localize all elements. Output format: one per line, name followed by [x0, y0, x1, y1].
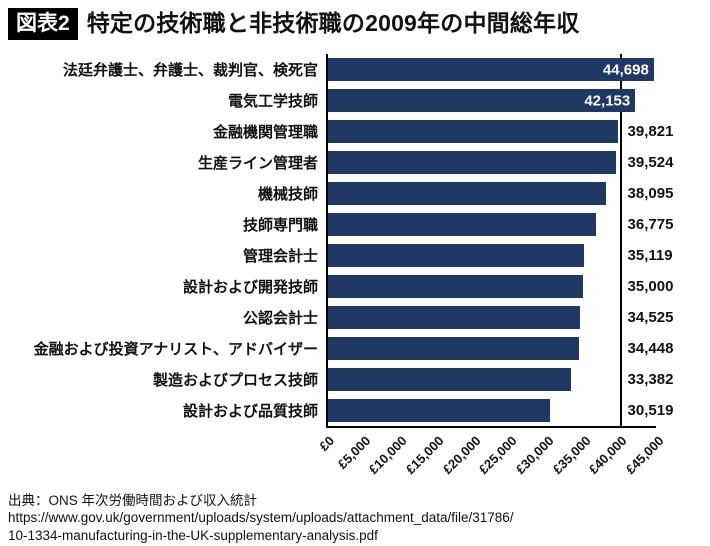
x-tick-label: £10,000	[366, 433, 410, 477]
bar-row: 44,698	[328, 54, 656, 85]
x-tick-label: £20,000	[439, 433, 484, 477]
category-label: 生産ライン管理者	[197, 155, 318, 172]
bar-row: 33,382	[328, 364, 673, 395]
chart-title: 特定の技術職と非技術職の2009年の中間総年収	[86, 10, 580, 37]
x-tick-label: £30,000	[512, 433, 557, 477]
category-label: 機械技師	[257, 186, 318, 203]
bar	[328, 337, 580, 360]
chart-header: 図表2 特定の技術職と非技術職の2009年の中間総年収	[0, 0, 710, 42]
bar-row: 34,448	[328, 333, 673, 364]
bar-row: 35,119	[328, 240, 673, 271]
category-labels: 法廷弁護士、弁護士、裁判官、検死官電気工学技師金融機関管理職生産ライン管理者機械…	[6, 54, 326, 484]
bar	[328, 182, 606, 205]
value-label: 38,095	[627, 185, 674, 202]
category-label: 設計および開発技師	[182, 279, 318, 296]
category-label: 電気工学技師	[227, 93, 318, 110]
value-label: 33,382	[627, 371, 674, 388]
category-label: 法廷弁護士、弁護士、裁判官、検死官	[62, 62, 318, 79]
bar	[328, 120, 619, 143]
category-label: 管理会計士	[242, 248, 318, 265]
bar	[328, 151, 617, 174]
figure-badge: 図表2	[8, 8, 78, 40]
bar-row: 35,000	[328, 271, 673, 302]
category-label: 公認会計士	[242, 310, 318, 327]
x-tick-label: £15,000	[402, 433, 447, 477]
bar-rows: 44,698 42,153 39,821 39,524 38,095 36,775 35,1…	[326, 54, 673, 428]
bar-row: 36,775	[328, 209, 673, 240]
value-label: 35,000	[627, 278, 674, 295]
bar-row: 30,519	[328, 395, 673, 426]
category-label: 製造およびプロセス技師	[152, 372, 318, 389]
x-tick-label: £45,000	[622, 433, 667, 477]
bar-chart: 法廷弁護士、弁護士、裁判官、検死官電気工学技師金融機関管理職生産ライン管理者機械…	[6, 54, 710, 484]
bar	[328, 368, 572, 391]
gridline-40000	[619, 54, 622, 426]
source-text: 出典：ONS 年次労働時間および収入統計	[8, 493, 258, 508]
x-tick-label: £35,000	[549, 433, 594, 477]
category-label: 金融および投資アナリスト、アドバイザー	[33, 341, 318, 358]
value-label: 39,821	[627, 123, 674, 140]
x-tick-label: £40,000	[586, 433, 630, 477]
value-label: 34,525	[627, 309, 674, 326]
bar: 42,153	[328, 89, 636, 112]
bar-row: 42,153	[328, 85, 656, 116]
value-label: 44,698	[602, 61, 649, 78]
bar	[328, 399, 551, 422]
value-label: 35,119	[627, 247, 673, 264]
bar	[328, 244, 584, 267]
plot-area: 44,698 42,153 39,821 39,524 38,095 36,775 35,1…	[316, 54, 673, 484]
category-label: 技師専門職	[242, 217, 318, 234]
bar	[328, 306, 580, 329]
bar-row: 39,821	[328, 116, 673, 147]
category-label: 金融機関管理職	[212, 124, 318, 141]
bar	[328, 275, 584, 298]
bar-row: 39,524	[328, 147, 673, 178]
category-label: 設計および品質技師	[182, 403, 318, 420]
value-label: 42,153	[584, 92, 631, 109]
value-label: 39,524	[627, 154, 674, 171]
bar-row: 38,095	[328, 178, 673, 209]
source-url-line2: 10-1334-manufacturing-in-the-UK-suppleme…	[8, 527, 378, 543]
value-label: 30,519	[627, 402, 674, 419]
bar	[328, 213, 597, 236]
x-tick-label: £25,000	[476, 433, 520, 477]
bar-row: 34,525	[328, 302, 673, 333]
bar: 44,698	[328, 58, 654, 81]
source-url-line1: https://www.gov.uk/government/uploads/sy…	[8, 510, 514, 526]
x-axis-ticks: £0 £5,000 £10,000 £15,000 £20,000 £25,000 £30,…	[316, 428, 667, 484]
source-note: 出典：ONS 年次労働時間および収入統計 https://www.gov.uk/…	[8, 492, 702, 544]
value-label: 36,775	[627, 216, 674, 233]
value-label: 34,448	[627, 340, 674, 357]
